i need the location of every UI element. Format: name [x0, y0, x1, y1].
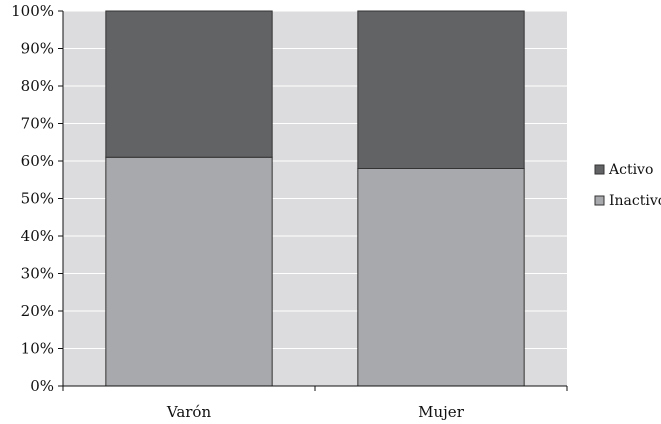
- y-tick-label: 40%: [21, 227, 54, 245]
- bar-activo-1: [105, 10, 273, 158]
- legend-swatch-activo: [594, 164, 605, 175]
- legend: Activo Inactivo: [594, 162, 661, 209]
- x-axis-tick-labels: Varón Mujer: [166, 403, 465, 421]
- y-axis-tick-labels: 0% 10% 20% 30% 40% 50% 60% 70% 80% 90% 100%: [11, 2, 54, 395]
- y-tick-label: 10%: [21, 340, 54, 358]
- bar-activo-2: [357, 10, 525, 169]
- bars: [105, 10, 525, 387]
- bar-inactivo-1: [105, 156, 273, 387]
- y-tick-label: 80%: [21, 77, 54, 95]
- y-tick-label: 30%: [21, 265, 54, 283]
- y-tick-label: 20%: [21, 302, 54, 320]
- axes: [58, 10, 568, 391]
- x-tick-label: Varón: [166, 403, 212, 421]
- y-tick-label: 90%: [21, 40, 54, 58]
- y-tick-label: 100%: [11, 2, 54, 20]
- legend-swatch-inactivo: [594, 195, 605, 206]
- legend-label-activo: Activo: [608, 162, 653, 178]
- bar-inactivo-2: [357, 168, 525, 387]
- y-tick-label: 70%: [21, 115, 54, 133]
- y-tick-label: 50%: [21, 190, 54, 208]
- y-tick-label: 60%: [21, 152, 54, 170]
- legend-label-inactivo: Inactivo: [609, 193, 661, 209]
- x-tick-label: Mujer: [418, 403, 465, 421]
- y-tick-label: 0%: [30, 377, 54, 395]
